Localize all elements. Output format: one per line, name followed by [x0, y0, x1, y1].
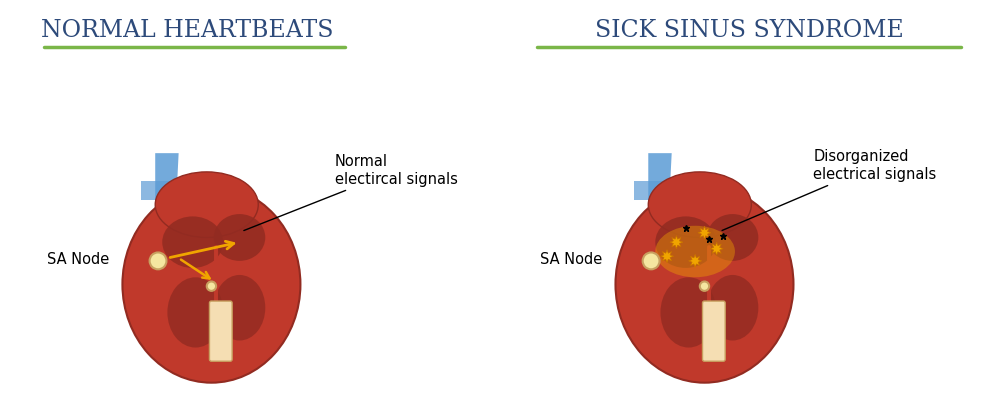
Polygon shape: [670, 236, 683, 249]
Polygon shape: [660, 250, 674, 263]
Text: Disorganized
electrical signals: Disorganized electrical signals: [722, 149, 936, 230]
Ellipse shape: [648, 172, 751, 238]
Polygon shape: [141, 181, 207, 200]
Ellipse shape: [122, 186, 300, 383]
Polygon shape: [698, 226, 711, 239]
Polygon shape: [689, 254, 702, 268]
Text: SA Node: SA Node: [540, 252, 602, 267]
Ellipse shape: [167, 277, 224, 348]
Polygon shape: [648, 153, 672, 247]
Ellipse shape: [655, 216, 716, 268]
Ellipse shape: [615, 186, 793, 383]
Ellipse shape: [660, 277, 717, 348]
Text: SA Node: SA Node: [47, 252, 109, 267]
Polygon shape: [710, 242, 723, 255]
FancyBboxPatch shape: [703, 301, 725, 361]
Ellipse shape: [214, 214, 265, 261]
Ellipse shape: [214, 275, 265, 340]
Ellipse shape: [707, 214, 758, 261]
Ellipse shape: [655, 226, 735, 277]
Text: Normal
electircal signals: Normal electircal signals: [244, 154, 458, 230]
Text: NORMAL HEARTBEATS: NORMAL HEARTBEATS: [41, 19, 333, 42]
Circle shape: [207, 282, 216, 291]
Ellipse shape: [162, 216, 223, 268]
Ellipse shape: [155, 172, 258, 238]
Circle shape: [643, 252, 660, 269]
Polygon shape: [155, 153, 179, 247]
Text: SICK SINUS SYNDROME: SICK SINUS SYNDROME: [595, 19, 903, 42]
FancyBboxPatch shape: [209, 301, 232, 361]
Ellipse shape: [707, 275, 758, 340]
Circle shape: [150, 252, 166, 269]
Circle shape: [700, 282, 709, 291]
Polygon shape: [634, 181, 700, 200]
